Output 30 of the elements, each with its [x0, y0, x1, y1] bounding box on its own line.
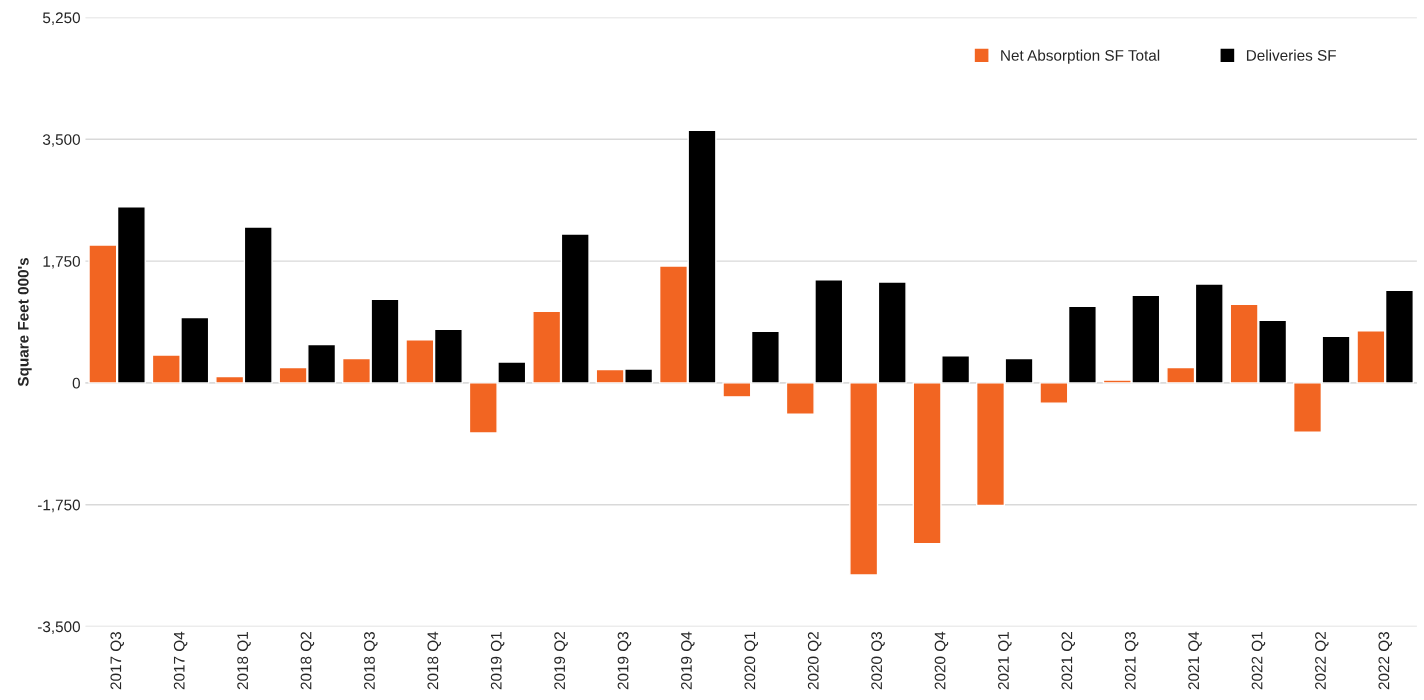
x-tick-label: 2019 Q2 [554, 632, 568, 690]
x-tick-label: 2018 Q1 [237, 632, 251, 690]
x-tick-label: 2019 Q3 [617, 632, 632, 690]
y-axis-title: Square Feet 000's [17, 257, 32, 387]
x-tick-label: 2019 Q1 [490, 632, 505, 690]
y-tick-label: -1,750 [37, 499, 80, 513]
x-tick-label: 2017 Q4 [173, 631, 188, 690]
y-tick-label: -3,500 [37, 621, 80, 634]
x-tick-label: 2019 Q4 [681, 631, 695, 690]
x-tick-label: 2020 Q2 [807, 632, 822, 690]
x-tick-label: 2021 Q4 [1188, 631, 1202, 690]
y-tick-label: 0 [72, 377, 80, 389]
x-tick-label: 2022 Q3 [1378, 632, 1393, 690]
y-tick-label: 1,750 [43, 255, 80, 269]
x-tick-label: 2021 Q1 [998, 632, 1012, 690]
x-tick-label: 2022 Q1 [1251, 632, 1266, 690]
x-tick-label: 2020 Q1 [744, 632, 758, 690]
x-tick-label: 2018 Q4 [427, 631, 441, 690]
y-tick-label: 5,250 [42, 12, 80, 25]
legend-label: Net Absorption SF Total [1001, 49, 1160, 64]
x-tick-label: 2020 Q4 [934, 631, 949, 690]
x-tick-label: 2018 Q3 [364, 632, 378, 690]
legend-label: Deliveries SF [1246, 49, 1336, 61]
x-tick-label: 2020 Q3 [871, 632, 885, 690]
x-tick-label: 2017 Q3 [110, 632, 124, 690]
x-tick-label: 2022 Q2 [1315, 632, 1329, 690]
x-tick-label: 2021 Q3 [1124, 632, 1139, 690]
x-tick-label: 2021 Q2 [1061, 632, 1076, 690]
x-tick-label: 2018 Q2 [300, 632, 315, 690]
y-tick-label: 3,500 [42, 134, 80, 147]
